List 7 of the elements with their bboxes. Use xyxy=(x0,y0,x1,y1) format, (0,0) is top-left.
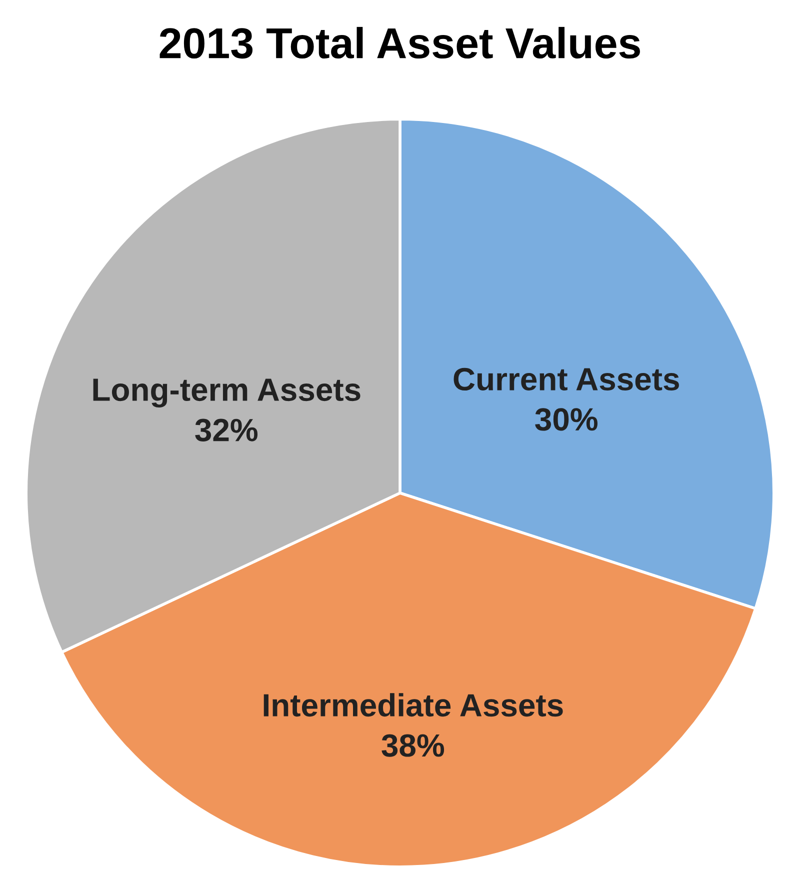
slice-label: Long-term Assets xyxy=(93,378,360,408)
data-label: 30% xyxy=(535,408,598,431)
data-label: 38% xyxy=(382,734,444,757)
slice-label: Current Assets xyxy=(454,368,679,391)
chart-title: 2013 Total Asset Values xyxy=(160,26,640,59)
data-label: 32% xyxy=(195,418,258,442)
slice-label: Intermediate Assets xyxy=(264,693,563,717)
